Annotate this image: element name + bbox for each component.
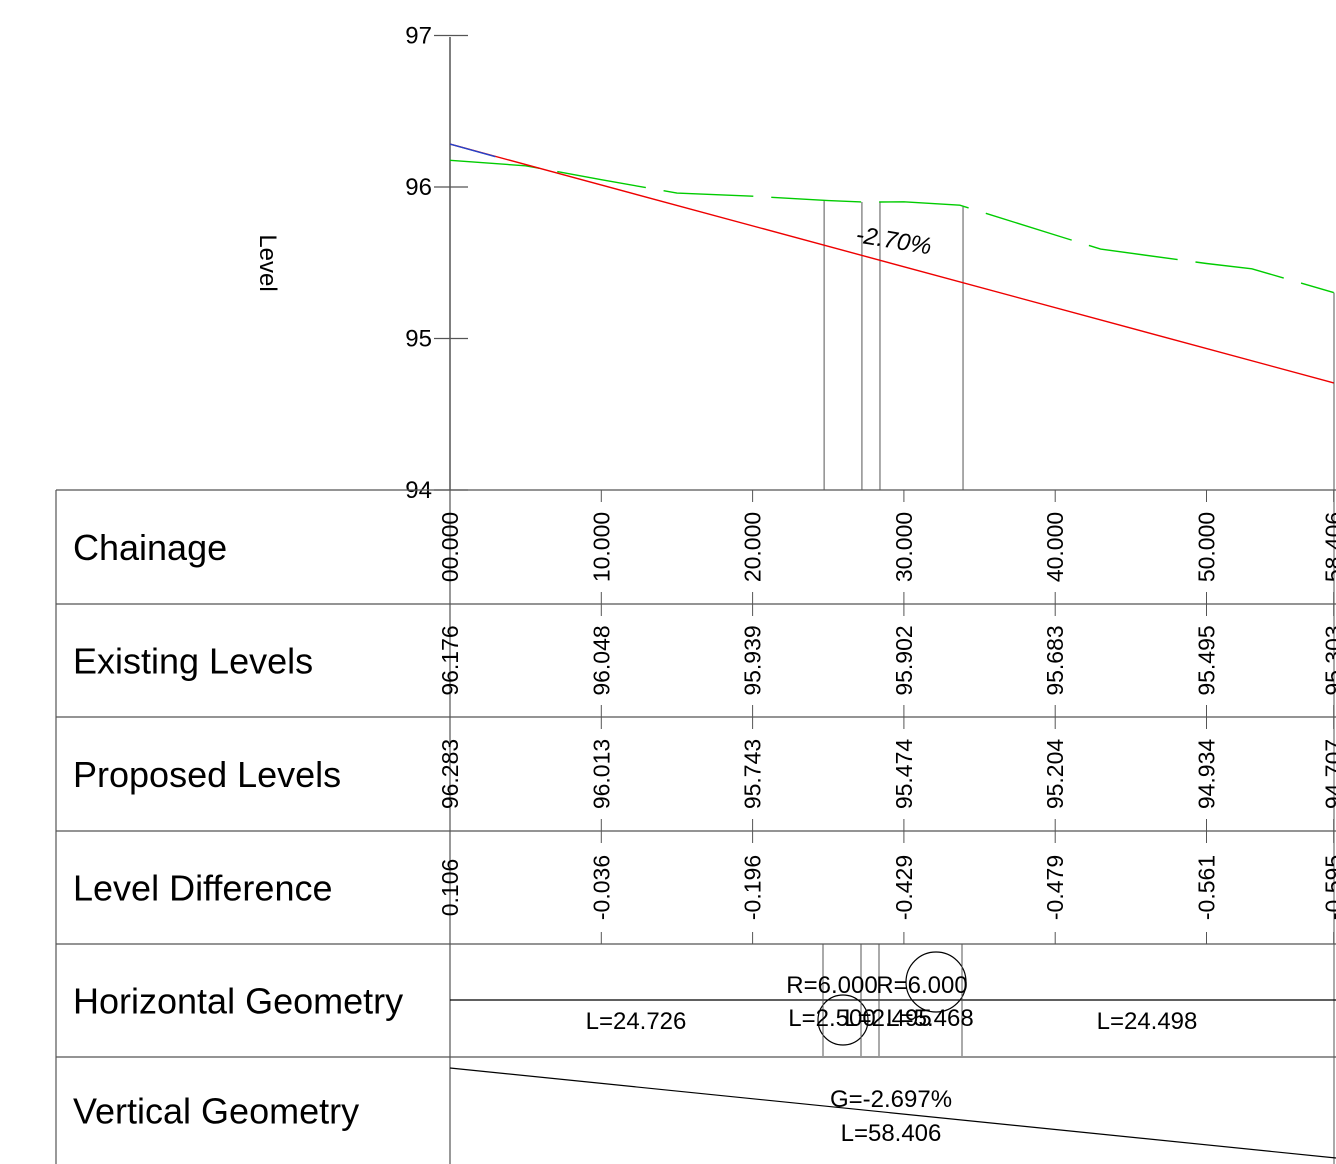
value-2-3: 95.474 <box>891 739 917 810</box>
row-title-2: Proposed Levels <box>73 754 341 795</box>
value-2-0: 96.283 <box>437 739 463 809</box>
value-0-3: 30.000 <box>891 512 917 582</box>
row-title-1: Existing Levels <box>73 641 313 682</box>
level-tick-label-2: 96 <box>405 174 432 201</box>
hgeo-segment-b: L=24.498 <box>1097 1008 1198 1035</box>
row-titles: Chainage Existing Levels Proposed Levels Le… <box>73 527 403 1132</box>
level-tick-label-1: 95 <box>405 326 432 353</box>
hgeo-radius-a: R=6.000 <box>786 972 877 999</box>
value-2-4: 95.204 <box>1042 739 1068 810</box>
value-1-1: 96.048 <box>588 625 614 695</box>
value-0-6: 58.406 <box>1321 512 1336 582</box>
row-values: 00.000 10.000 20.000 30.000 40.000 50.000 58.4… <box>437 490 1336 944</box>
value-3-4: -0.479 <box>1042 855 1068 920</box>
row-title-0: Chainage <box>73 527 227 568</box>
value-1-2: 95.939 <box>740 625 766 695</box>
row-title-3: Level Difference <box>73 868 333 909</box>
vertical-geometry: G=-2.697% L=58.406 <box>449 1067 1336 1159</box>
curve-circle-b <box>905 951 967 1013</box>
value-3-5: -0.561 <box>1194 855 1220 920</box>
hgeo-radius-b: R=6.000 <box>876 972 967 999</box>
table-grid <box>55 489 1336 1164</box>
row-title-4: Horizontal Geometry <box>73 981 403 1022</box>
series-line-0 <box>449 159 1334 294</box>
data-table: Chainage Existing Levels Proposed Levels Le… <box>55 489 1336 1164</box>
value-0-2: 20.000 <box>740 512 766 582</box>
vgeo-grade: G=-2.697% <box>830 1086 952 1113</box>
value-2-2: 95.743 <box>740 739 766 809</box>
value-2-1: 96.013 <box>588 739 614 809</box>
value-0-1: 10.000 <box>588 512 614 582</box>
value-3-0: 0.106 <box>437 859 463 917</box>
curve-circle-a <box>817 994 869 1046</box>
profile-series <box>449 143 1334 384</box>
vgeo-length: L=58.406 <box>841 1120 942 1147</box>
series-line-1 <box>449 143 1334 384</box>
value-2-5: 94.934 <box>1194 739 1220 810</box>
hgeo-arc-a: L=2.500 <box>788 1005 875 1032</box>
level-tick-label-3: 97 <box>405 23 432 50</box>
value-3-2: -0.196 <box>740 855 766 920</box>
value-2-6: 94.707 <box>1321 739 1336 809</box>
value-3-6: -0.595 <box>1321 855 1336 920</box>
level-axis-title: Level <box>254 234 281 291</box>
value-3-1: -0.036 <box>588 855 614 920</box>
value-1-0: 96.176 <box>437 625 463 695</box>
row-title-5: Vertical Geometry <box>73 1091 359 1132</box>
hgeo-arc-b: L=2.495 <box>844 1005 931 1032</box>
value-1-6: 95.303 <box>1321 625 1336 695</box>
value-1-4: 95.683 <box>1042 625 1068 695</box>
value-1-5: 95.495 <box>1194 625 1220 695</box>
value-0-0: 00.000 <box>437 512 463 582</box>
value-3-3: -0.429 <box>891 855 917 920</box>
hgeo-segment-a: L=24.726 <box>586 1008 687 1035</box>
horizontal-geometry: L=24.726 R=6.000 R=6.000 L=2.500 L=2.495… <box>450 944 1336 1056</box>
value-1-3: 95.902 <box>891 625 917 695</box>
grade-annotation: -2.70% <box>854 221 933 260</box>
value-0-5: 50.000 <box>1194 512 1220 582</box>
series-line-2 <box>449 143 496 158</box>
value-0-4: 40.000 <box>1042 512 1068 582</box>
vgeo-grade-line <box>449 1067 1336 1159</box>
hgeo-mid: L=5.468 <box>886 1005 973 1032</box>
